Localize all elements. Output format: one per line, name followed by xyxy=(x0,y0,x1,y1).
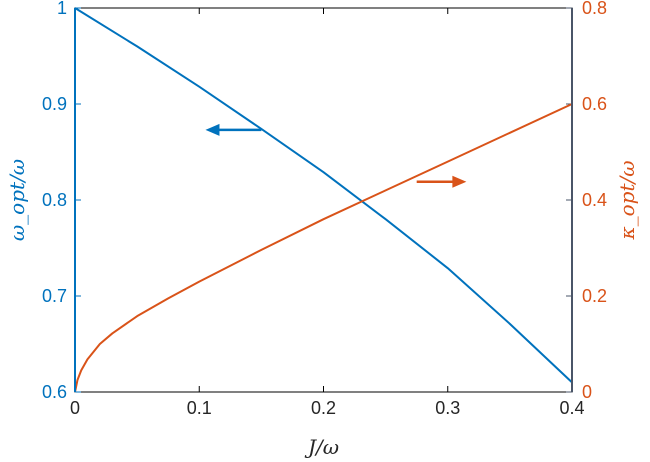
left-y-tick-label: 0.8 xyxy=(42,190,67,210)
annotation-layer xyxy=(205,123,467,188)
x-tick-label: 0.1 xyxy=(187,398,212,418)
x-axis-ticks: 0 0.1 0.2 0.3 0.4 xyxy=(70,8,585,418)
x-tick-label: 0.3 xyxy=(435,398,460,418)
right-y-tick-label: 0 xyxy=(582,382,592,402)
right-y-axis-ticks: 0 0.2 0.4 0.6 0.8 xyxy=(566,0,607,402)
kappa-opt-series-line xyxy=(74,103,573,393)
x-tick-label: 0.2 xyxy=(311,398,336,418)
left-y-axis-label: ω_opt/ω xyxy=(5,159,29,241)
left-y-tick-label: 0.9 xyxy=(42,94,67,114)
arrow-head xyxy=(205,123,220,136)
left-y-tick-label: 1 xyxy=(57,0,67,18)
right-y-axis-label: κ_opt/ω xyxy=(615,160,639,240)
right-y-tick-label: 0.2 xyxy=(582,286,607,306)
right-y-tick-label: 0.4 xyxy=(582,190,607,210)
left-y-tick-label: 0.7 xyxy=(42,286,67,306)
x-axis-label: J/ω xyxy=(304,435,339,459)
x-tick-label: 0 xyxy=(70,398,80,418)
right-y-tick-label: 0.8 xyxy=(582,0,607,18)
x-tick-label: 0.4 xyxy=(559,398,584,418)
left-arrow-annotation xyxy=(205,123,262,136)
left-y-axis-ticks: 0.6 0.7 0.8 0.9 1 xyxy=(42,0,81,402)
omega-opt-series-line xyxy=(74,7,573,384)
right-y-tick-label: 0.6 xyxy=(582,94,607,114)
plot-frame xyxy=(74,7,573,393)
right-arrow-annotation xyxy=(416,175,467,188)
series-layer xyxy=(74,7,573,393)
arrow-head xyxy=(452,175,467,188)
left-y-tick-label: 0.6 xyxy=(42,382,67,402)
